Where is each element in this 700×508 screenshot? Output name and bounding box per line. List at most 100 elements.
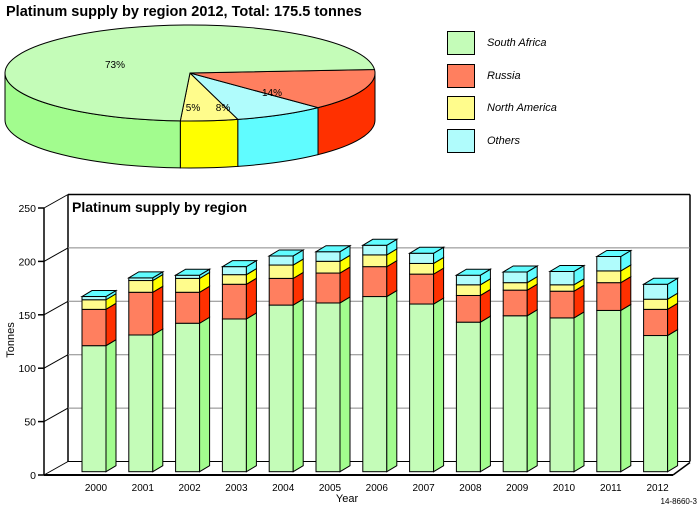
bar-north-america-2004 [268,264,294,279]
legend-label: Russia [487,69,521,82]
bar-south-africa-2005 [315,302,341,473]
bar-top-2007 [407,246,446,254]
legend-item-russia: Russia [447,63,521,88]
y-tick-label: 250 [18,203,36,215]
bar-side-russia-2000 [105,302,117,347]
y-tick-label: 200 [18,256,36,268]
x-axis-label: Year [336,493,359,505]
bar-top-2005 [314,245,352,253]
y-tick-label: 150 [18,310,36,322]
footnote: 14-8660-3 [661,497,698,506]
bar-side-south-africa-2003 [245,312,257,473]
x-tick-label: 2000 [85,483,108,494]
bar-south-africa-2011 [596,309,622,473]
bar-side-south-africa-2010 [573,311,585,473]
bar-north-america-2007 [409,262,435,275]
bar-side-south-africa-2008 [479,315,491,473]
bar-top-2010 [548,264,586,272]
bar-top-2000 [80,290,118,298]
bar-chart-frame: 0 50 100 150 200 250 [18,193,691,482]
bar-chart: 2000 2001 2002 2003 2004 2005 2006 2007 2008 2009… [80,238,680,494]
bar-russia-2006 [362,266,388,298]
bar-others-2004 [268,255,294,266]
legend-label: Others [487,134,521,147]
bar-russia-2011 [596,282,622,311]
bar-south-africa-2007 [409,303,435,473]
bar-others-2008 [455,274,481,286]
x-tick-label: 2002 [178,483,201,494]
bar-others-2010 [549,270,575,286]
bar-side-russia-2003 [245,277,257,320]
bar-side-south-africa-2006 [386,289,398,473]
x-tick-label: 2010 [553,483,576,494]
bar-top-2011 [594,249,633,257]
bar-north-america-2006 [362,254,388,268]
bar-russia-2007 [409,273,435,305]
bar-south-africa-2010 [549,317,575,473]
y-axis-label: Tonnes [5,322,17,358]
bar-russia-2010 [549,290,575,319]
bar-side-south-africa-2011 [620,303,632,473]
legend-swatch [447,95,475,120]
bar-north-america-2008 [455,284,481,296]
bar-others-2011 [596,255,622,272]
pie-title: Platinum supply by region 2012, Total: 1… [6,4,362,20]
bar-top-2001 [126,271,165,279]
pie-label: 73% [105,60,125,71]
bar-north-america-2011 [596,270,622,284]
bar-russia-2004 [268,277,294,306]
bar-others-2007 [409,252,435,264]
bar-side-south-africa-2009 [526,308,538,473]
pie-chart: 73% 14% 5% 8% [4,24,376,169]
bar-others-2005 [315,251,341,262]
bar-south-africa-2012 [643,335,669,473]
x-tick-label: 2009 [506,483,529,494]
bar-south-africa-2006 [362,296,388,473]
bar-russia-2009 [502,289,528,317]
bar-top-2008 [454,268,493,276]
bar-top-2006 [360,238,399,246]
bar-others-2009 [502,271,528,284]
pie-side-north-america [179,118,239,169]
bar-north-america-2000 [81,299,107,310]
legend-item-others: Others [447,128,520,153]
bar-side-south-africa-2012 [667,328,679,473]
x-tick-label: 2006 [366,483,389,494]
x-tick-label: 2001 [132,483,155,494]
bar-others-2012 [643,283,669,300]
bar-south-africa-2004 [268,304,294,473]
floor-right-edge [672,461,691,476]
legend-swatch [447,128,475,153]
bar-russia-2002 [175,291,201,324]
bar-north-america-2001 [128,280,154,293]
x-tick-label: 2004 [272,483,295,494]
bar-chart-title: Platinum supply by region [72,199,247,215]
bar-south-africa-2008 [455,321,481,473]
x-tick-label: 2011 [600,483,622,494]
bar-side-russia-2001 [152,285,164,336]
legend-label: South Africa [487,36,547,49]
bar-top-2012 [641,277,680,285]
bar-others-2003 [221,266,247,276]
bar-russia-2003 [221,283,247,320]
pie-label: 14% [262,88,282,99]
bar-side-south-africa-2000 [105,338,117,473]
pie-label: 5% [186,103,201,114]
bar-top-2003 [220,260,259,268]
y-tick-label: 0 [30,470,36,482]
y-tick-label: 100 [18,363,36,375]
legend-item-north-america: North America [447,95,557,120]
bar-north-america-2009 [502,282,528,291]
bar-side-south-africa-2005 [339,296,351,473]
pie-slice-south-africa [4,24,376,122]
legend-swatch [447,30,475,55]
side-wall-gridline [43,300,69,316]
x-tick-label: 2007 [412,483,435,494]
bar-south-africa-2000 [81,345,107,473]
bar-south-africa-2002 [175,322,201,473]
x-tick-label: 2003 [225,483,248,494]
bar-russia-2001 [128,291,154,336]
bar-side-south-africa-2002 [199,316,211,473]
legend-swatch [447,63,475,88]
